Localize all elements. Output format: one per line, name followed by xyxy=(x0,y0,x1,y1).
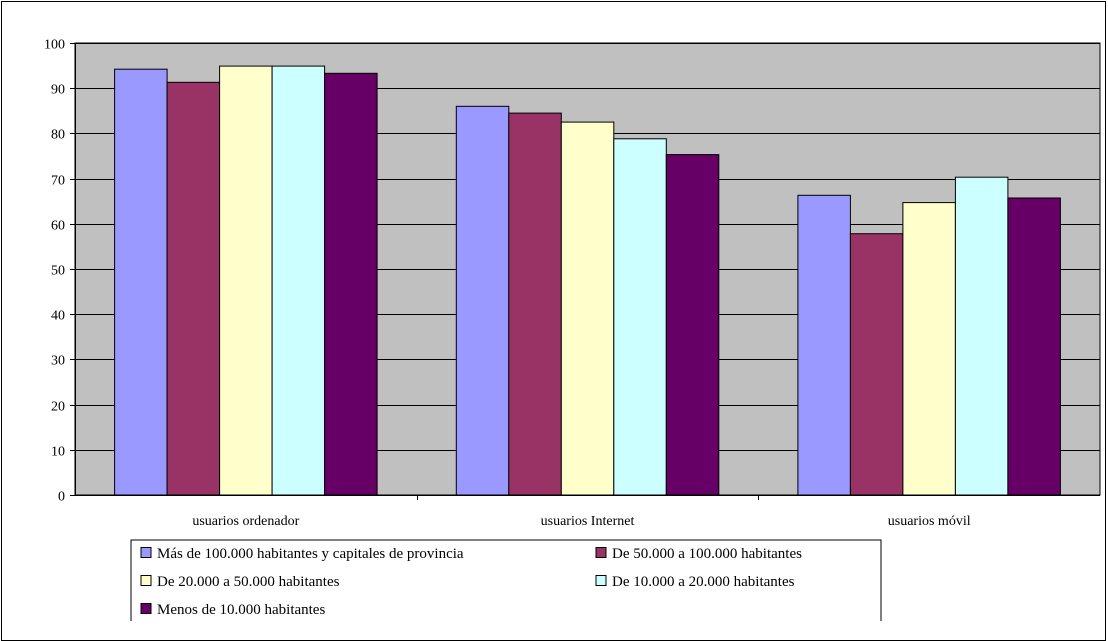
bar xyxy=(560,121,615,496)
y-tick-label: 20 xyxy=(51,400,65,415)
bar xyxy=(797,194,851,496)
y-tick-label: 0 xyxy=(58,490,65,505)
bar xyxy=(613,138,667,496)
legend-swatch xyxy=(595,547,607,558)
bar xyxy=(902,202,956,496)
bar xyxy=(455,105,510,496)
plot-area: 0 10 20 30 40 50 60 70 80 90 100 usuarios ordenador… xyxy=(44,38,1101,529)
y-tick-label: 50 xyxy=(51,264,65,279)
y-tick-label: 70 xyxy=(51,174,65,189)
bar xyxy=(271,65,326,496)
y-tick-label: 100 xyxy=(44,38,65,53)
bar xyxy=(114,68,168,496)
bar xyxy=(1007,197,1061,496)
y-tick-label: 80 xyxy=(51,128,65,143)
bar xyxy=(219,65,273,496)
legend-label: Menos de 10.000 habitantes xyxy=(157,602,325,618)
legend-label: Más de 100.000 habitantes y capitales de… xyxy=(157,546,464,562)
bar xyxy=(166,81,221,496)
bar xyxy=(665,154,720,496)
x-category-label: usuarios ordenador xyxy=(192,514,299,529)
bar xyxy=(324,72,378,496)
legend-label: De 20.000 a 50.000 habitantes xyxy=(157,574,340,590)
y-tick-label: 90 xyxy=(51,83,65,98)
legend-swatch xyxy=(595,575,607,586)
legend-label: De 50.000 a 100.000 habitantes xyxy=(612,546,802,562)
bar xyxy=(849,233,904,496)
y-tick-label: 60 xyxy=(51,219,65,234)
x-category-label: usuarios Internet xyxy=(541,514,635,529)
legend-swatch xyxy=(140,603,152,614)
y-tick-label: 10 xyxy=(51,445,65,460)
legend: Más de 100.000 habitantes y capitales de… xyxy=(130,539,882,621)
legend-swatch xyxy=(140,575,152,586)
y-tick-label: 40 xyxy=(51,309,65,324)
x-category-label: usuarios móvil xyxy=(888,514,971,529)
bar xyxy=(508,112,562,496)
bar xyxy=(954,176,1009,496)
y-tick-label: 30 xyxy=(51,354,65,369)
legend-box xyxy=(130,539,882,621)
legend-swatch xyxy=(140,547,152,558)
legend-label: De 10.000 a 20.000 habitantes xyxy=(612,574,795,590)
bar-chart: 0 10 20 30 40 50 60 70 80 90 100 usuarios ordenador… xyxy=(44,38,1101,621)
